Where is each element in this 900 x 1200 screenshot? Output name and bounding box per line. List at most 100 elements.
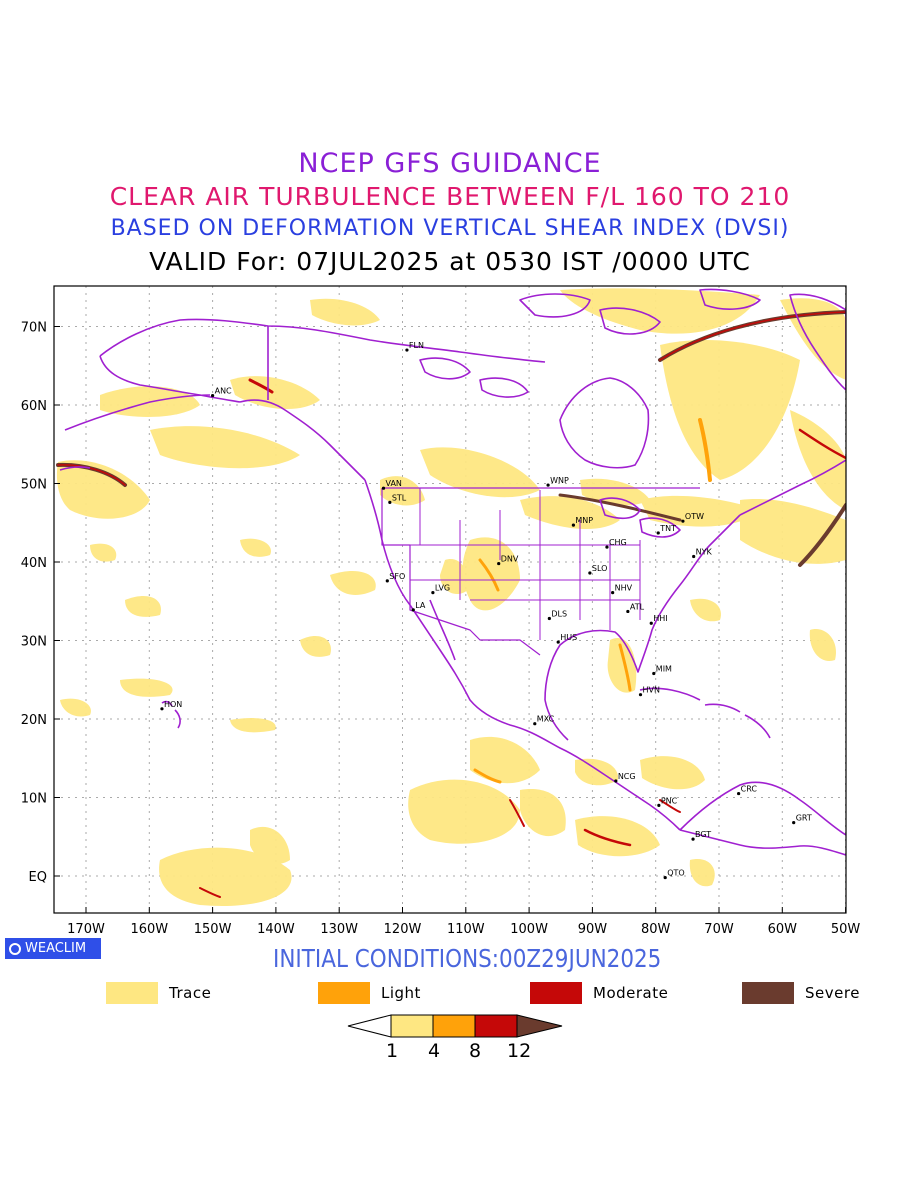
station-label-otw: OTW xyxy=(685,512,704,521)
station-dot-hhi xyxy=(649,621,653,625)
colorbar-cell-trace xyxy=(390,1014,434,1038)
station-markers: FLN ANC VAN STL WNP MNP OTW TNT CHG NYK DNV SFO LVG S… xyxy=(160,341,812,880)
lat-label: 10N xyxy=(21,792,47,807)
colorbar-over-triangle xyxy=(516,1014,563,1038)
legend-swatch-severe xyxy=(742,982,794,1004)
station-dot-atl xyxy=(626,609,630,614)
legend-swatch-moderate xyxy=(530,982,582,1004)
lat-label: 70N xyxy=(21,321,47,336)
station-label-fln: FLN xyxy=(409,341,424,350)
station-label-ncg: NCG xyxy=(618,772,636,781)
colorbar-tick-1: 1 xyxy=(386,1040,399,1062)
station-label-la: LA xyxy=(415,601,426,610)
colorbar-tick-4: 4 xyxy=(428,1040,441,1062)
lon-label: 60W xyxy=(768,922,798,937)
station-label-qto: QTO xyxy=(667,869,684,878)
legend-label-moderate: Moderate xyxy=(593,984,669,1002)
axis-labels: 70N 60N 50N 40N 30N 20N 10N EQ 170W 160W 150W 140W 1… xyxy=(21,321,861,938)
weaclim-label: WEACLIM xyxy=(25,941,87,956)
station-dot-tnt xyxy=(656,531,660,535)
station-dot-van xyxy=(381,486,386,490)
station-dot-mim xyxy=(652,671,656,676)
legend-swatch-light xyxy=(318,982,370,1004)
station-dot-otw xyxy=(681,519,685,523)
station-label-hus: HUS xyxy=(560,633,577,642)
title-valid-time: VALID For: 07JUL2025 at 0530 IST /0000 U… xyxy=(149,247,751,276)
station-label-lvg: LVG xyxy=(435,584,450,593)
colorbar-tick-8: 8 xyxy=(469,1040,482,1062)
lat-label: 50N xyxy=(21,478,47,493)
map-frame xyxy=(53,285,847,914)
station-dot-nhv xyxy=(611,591,615,595)
station-dot-sfo xyxy=(385,579,389,583)
legend-swatch-trace xyxy=(106,982,158,1004)
title-product: CLEAR AIR TURBULENCE BETWEEN F/L 160 TO … xyxy=(109,182,791,211)
weaclim-badge: WEACLIM xyxy=(5,938,101,959)
station-dot-qto xyxy=(663,875,667,880)
station-dot-stl xyxy=(388,500,392,504)
station-label-chg: CHG xyxy=(609,538,627,547)
legend-label-trace: Trace xyxy=(169,984,212,1002)
station-label-grt: GRT xyxy=(796,814,812,823)
lon-label: 130W xyxy=(320,922,358,937)
station-dot-mxc xyxy=(533,722,537,726)
legend-label-severe: Severe xyxy=(805,984,860,1002)
lon-label: 170W xyxy=(67,922,105,937)
station-label-hon: HON xyxy=(164,700,182,709)
station-dot-dls xyxy=(547,616,551,621)
station-label-mnp: MNP xyxy=(575,516,593,525)
colorbar-cell-light xyxy=(432,1014,476,1038)
station-dot-wnp xyxy=(546,483,550,487)
lat-label: 20N xyxy=(21,713,47,728)
station-dot-pnc xyxy=(657,803,661,807)
colorbar-cell-moderate xyxy=(474,1014,518,1038)
station-label-van: VAN xyxy=(386,479,402,488)
lon-label: 90W xyxy=(578,922,608,937)
station-label-nyk: NYK xyxy=(696,548,713,557)
lat-label: 60N xyxy=(21,399,47,414)
station-dot-la xyxy=(411,608,415,612)
station-dot-crc xyxy=(737,791,741,796)
station-label-wnp: WNP xyxy=(550,476,569,485)
station-label-tnt: TNT xyxy=(659,524,676,533)
lon-label: 50W xyxy=(831,922,861,937)
station-dot-nyk xyxy=(692,554,696,559)
lat-label: EQ xyxy=(29,870,47,885)
station-label-hvn: HVN xyxy=(643,686,660,695)
title-index: BASED ON DEFORMATION VERTICAL SHEAR INDE… xyxy=(110,216,790,241)
lon-label: 110W xyxy=(447,922,485,937)
station-dot-slo xyxy=(588,571,592,575)
station-label-atl: ATL xyxy=(630,602,645,611)
coastlines-boundaries xyxy=(59,288,846,856)
initial-conditions: INITIAL CONDITIONS:00Z29JUN2025 xyxy=(273,944,662,973)
station-label-crc: CRC xyxy=(741,785,758,794)
turbulence-shading xyxy=(56,288,846,906)
lon-label: 120W xyxy=(384,922,422,937)
station-label-anc: ANC xyxy=(215,387,232,396)
legend-label-light: Light xyxy=(381,984,421,1002)
station-label-sfo: SFO xyxy=(389,572,405,581)
lon-label: 160W xyxy=(130,922,168,937)
colorbar-tick-12: 12 xyxy=(507,1040,532,1062)
station-label-mim: MIM xyxy=(656,664,672,673)
station-label-stl: STL xyxy=(392,493,407,502)
station-label-mxc: MXC xyxy=(537,715,555,724)
station-label-bgt: BGT xyxy=(695,830,711,839)
station-dot-ncg xyxy=(614,779,618,783)
lon-label: 140W xyxy=(257,922,295,937)
lon-label: 80W xyxy=(641,922,671,937)
station-label-slo: SLO xyxy=(592,564,608,573)
map-content: FLN ANC VAN STL WNP MNP OTW TNT CHG NYK DNV SFO LVG S… xyxy=(54,286,846,913)
station-dot-hus xyxy=(556,640,560,644)
station-dot-fln xyxy=(405,348,409,352)
station-label-hhi: HHI xyxy=(653,614,667,623)
station-dot-lvg xyxy=(431,591,435,595)
lon-label: 70W xyxy=(704,922,734,937)
station-label-nhv: NHV xyxy=(615,584,633,593)
station-dot-dnv xyxy=(497,561,501,566)
station-dot-hon xyxy=(160,707,164,711)
lat-label: 30N xyxy=(21,635,47,650)
station-dot-hvn xyxy=(638,693,643,697)
